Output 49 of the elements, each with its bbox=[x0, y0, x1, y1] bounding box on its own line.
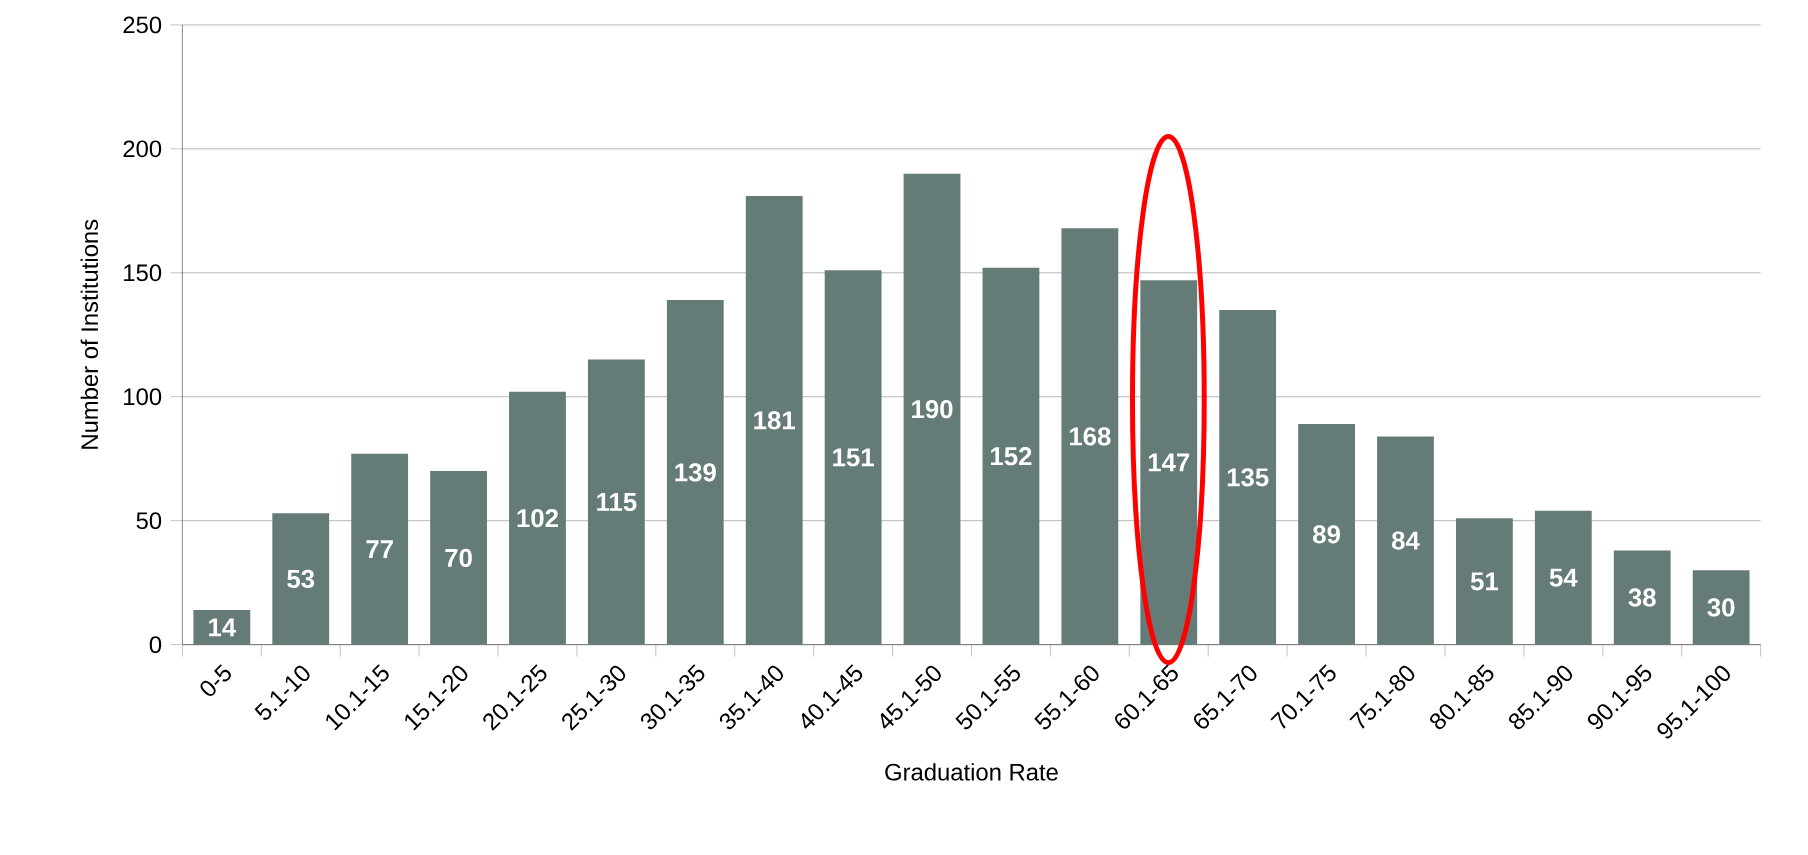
data-label: 190 bbox=[912, 400, 953, 419]
data-label: 168 bbox=[1069, 427, 1111, 446]
data-label: 70 bbox=[445, 548, 472, 568]
bar bbox=[982, 267, 1040, 645]
data-label: 53 bbox=[287, 569, 315, 589]
bar bbox=[1140, 280, 1198, 645]
y-tick-label: 150 bbox=[124, 264, 162, 282]
data-label: 102 bbox=[517, 509, 558, 528]
bar bbox=[1298, 424, 1355, 645]
y-tick-label: 250 bbox=[123, 16, 162, 34]
data-label: 135 bbox=[1227, 468, 1269, 487]
y-tick-label: 100 bbox=[124, 388, 162, 406]
bar bbox=[1456, 518, 1513, 645]
bar bbox=[1534, 510, 1592, 645]
bar bbox=[1613, 550, 1671, 645]
bar bbox=[587, 359, 645, 645]
bar bbox=[272, 513, 330, 645]
data-label: 147 bbox=[1148, 453, 1190, 472]
y-tick-label: 200 bbox=[123, 140, 162, 158]
bar bbox=[351, 453, 409, 645]
y-tick-label: 50 bbox=[136, 512, 162, 530]
data-label: 30 bbox=[1707, 598, 1735, 617]
bar bbox=[903, 173, 961, 645]
bar bbox=[1377, 436, 1434, 645]
data-label: 84 bbox=[1391, 531, 1420, 550]
bar bbox=[666, 300, 724, 645]
x-axis-title: Graduation Rate bbox=[885, 763, 1058, 781]
data-label: 152 bbox=[991, 447, 1032, 466]
x-tick-label: 0-5 bbox=[200, 664, 231, 697]
data-label: 115 bbox=[597, 493, 637, 512]
bar bbox=[745, 196, 803, 645]
bar bbox=[1692, 570, 1750, 645]
y-tick-label: 0 bbox=[149, 636, 162, 654]
data-label: 38 bbox=[1628, 588, 1656, 607]
y-axis-title: Number of Institutions bbox=[80, 219, 99, 449]
bar bbox=[509, 391, 566, 645]
data-label: 77 bbox=[366, 540, 393, 559]
bar bbox=[430, 471, 487, 645]
bar bbox=[193, 609, 251, 645]
data-label: 14 bbox=[209, 618, 237, 637]
bar bbox=[824, 270, 882, 645]
data-label: 139 bbox=[675, 463, 716, 482]
bar bbox=[1219, 310, 1277, 645]
data-label: 89 bbox=[1313, 525, 1340, 544]
data-label: 151 bbox=[833, 448, 874, 467]
bar bbox=[1061, 228, 1119, 645]
data-label: 54 bbox=[1549, 568, 1578, 587]
data-label: 181 bbox=[754, 411, 796, 430]
data-label: 51 bbox=[1470, 572, 1499, 591]
